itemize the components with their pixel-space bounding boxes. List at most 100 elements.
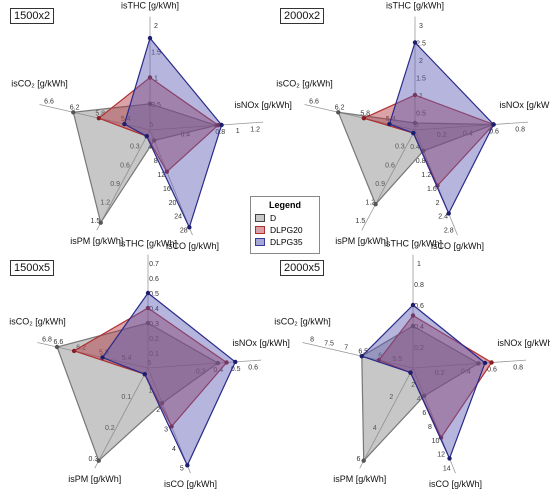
2000x2-series-d-polygon: [337, 111, 494, 206]
1500x2-tick-thc-3: 2: [154, 23, 158, 30]
1500x2-tick-pm-4: 1.5: [91, 218, 101, 225]
2000x2-tick-co-3: 1.6: [427, 186, 437, 193]
1500x5-tick-nox-3: 0.6: [248, 365, 258, 372]
1500x2-tick-thc-1: 1: [154, 76, 158, 83]
1500x5-tick-nox-2: 0.5: [231, 366, 241, 373]
2000x2-tick-pm-4: 1.5: [356, 218, 366, 225]
2000x5-series-d-point-co: [422, 393, 427, 399]
2000x5-axis-label-thc: isTHC [g/kWh]: [384, 239, 442, 249]
2000x2-tick-pm-3: 1.2: [365, 199, 375, 206]
2000x5-tick-thc-1: 0.4: [414, 324, 424, 331]
1500x2-series-d-point-pm: [98, 220, 103, 225]
2000x5-series-dlpg35-point-co: [447, 456, 452, 461]
1500x2-tick-co2-2: 5.8: [95, 110, 105, 117]
2000x5-tick-thc-2: 0.6: [414, 303, 424, 310]
2000x2-series-dlpg35-point-co: [446, 211, 451, 216]
1500x5-tick-co2-3: 6.2: [76, 344, 86, 351]
2000x2-axis-nox: [414, 121, 529, 131]
1500x2-series-dlpg35-point-co2: [122, 121, 127, 127]
1500x5-tick-co2-4: 6.6: [54, 339, 64, 346]
panel-title-1500x2: 1500x2: [10, 8, 55, 24]
1500x5-series-d-point-co: [159, 400, 165, 406]
1500x2-series-d-point-thc: [147, 101, 153, 106]
2000x5-tick-pm-2: 6: [356, 456, 360, 463]
2000x2-tick-co-4: 2: [436, 200, 440, 207]
2000x5-series-d-point-nox: [476, 361, 481, 366]
1500x5-axis-pm: [94, 367, 149, 469]
2000x2-series-d-point-co2: [336, 110, 341, 115]
legend-item-dlpg20: DLPG20: [255, 225, 315, 235]
2000x5-series-dlpg35-polygon: [360, 304, 486, 460]
1500x5-tick-thc-1: 0.2: [149, 336, 159, 343]
1500x5-axis-label-co2: isCO₂ [g/kWh]: [9, 316, 66, 326]
1500x2-series-d-polygon: [72, 103, 219, 225]
legend-label-dlpg20: DLPG20: [270, 225, 303, 235]
2000x5-tick-thc-0: 0.2: [414, 345, 424, 352]
1500x5-series-d-polygon: [56, 322, 219, 462]
2000x2-tick-co-1: 0.8: [416, 158, 426, 165]
1500x5-tick-pm-2: 0.3: [89, 456, 99, 463]
2000x2-tick-nox-2: 0.6: [489, 128, 499, 135]
1500x5-tick-pm-1: 0.2: [105, 425, 115, 432]
1500x2-tick-co2-0: 5: [149, 122, 153, 129]
2000x2-tick-nox-0: 0.2: [437, 132, 447, 139]
2000x2-series-d-point-thc: [412, 120, 418, 126]
1500x2-tick-thc-2: 1.5: [151, 49, 161, 56]
1500x2-tick-co-6: 28: [180, 228, 188, 235]
1500x2-tick-co-1: 8: [154, 158, 158, 165]
1500x2-series-dlpg35-polygon: [123, 36, 223, 230]
2000x2-tick-thc-0: 0.5: [416, 111, 426, 118]
1500x2-tick-co-4: 20: [169, 200, 177, 207]
2000x5-axis-pm: [359, 367, 414, 469]
2000x2-tick-pm-2: 0.9: [375, 181, 385, 188]
1500x5-tick-thc-2: 0.3: [149, 321, 159, 328]
1500x2-axis-co2: [39, 104, 151, 131]
panel-title-1500x5: 1500x5: [10, 260, 55, 276]
2000x2-tick-co2-2: 5.8: [360, 110, 370, 117]
2000x2-tick-co-6: 2.8: [444, 228, 454, 235]
1500x2-tick-pm-1: 0.6: [120, 162, 130, 169]
1500x2-axis-pm: [96, 129, 151, 231]
legend-title: Legend: [268, 200, 301, 210]
2000x5-tick-co2-1: 6: [378, 352, 382, 359]
1500x2-series-dlpg35-point-pm: [144, 133, 149, 139]
legend-label-d: D: [270, 213, 277, 223]
2000x2-series-dlpg35-point-pm: [411, 130, 416, 136]
1500x5-series-d-point-pm: [96, 458, 101, 463]
1500x2-tick-co2-3: 6.2: [70, 104, 80, 111]
1500x5-series-dlpg35-point-co: [185, 463, 190, 468]
1500x2-series-dlpg20-point-nox: [215, 123, 221, 128]
2000x2-series-dlpg35-point-thc: [412, 40, 418, 45]
2000x2-axis-label-pm: isPM [g/kWh]: [335, 236, 388, 246]
2000x2-tick-thc-3: 2: [419, 58, 423, 65]
panel-title-2000x5: 2000x5: [280, 260, 325, 276]
2000x2-series-dlpg20-point-thc: [412, 92, 418, 98]
2000x2-tick-thc-2: 1.5: [416, 76, 426, 83]
2000x2-axis-label-nox: isNOx [g/kWh]: [499, 100, 550, 110]
2000x5-tick-nox-3: 0.8: [513, 365, 523, 372]
2000x5-axis-label-co2: isCO₂ [g/kWh]: [274, 316, 331, 326]
1500x2-series-d-point-co2: [71, 110, 76, 115]
1500x5-series-d-point-co2: [54, 344, 60, 350]
2000x5-tick-co2-2: 6.5: [358, 348, 368, 355]
2000x2-tick-co2-0: 5: [414, 122, 418, 129]
legend-swatch-d: [255, 214, 265, 222]
1500x2-axis-label-co2: isCO₂ [g/kWh]: [11, 78, 68, 88]
2000x2-series-dlpg35-point-co2: [387, 121, 392, 127]
1500x2-tick-pm-0: 0.3: [130, 144, 140, 151]
1500x2-tick-nox-3: 1.2: [250, 127, 260, 134]
1500x5-tick-co-0: 1: [148, 388, 152, 395]
2000x5-tick-co-2: 6: [422, 410, 426, 417]
1500x2-tick-co2-4: 6.6: [44, 99, 54, 106]
1500x5-series-dlpg35-point-co2: [100, 355, 105, 360]
2000x5-series-dlpg35-point-co2: [359, 353, 365, 359]
1500x2-axis-co: [149, 129, 193, 236]
2000x2-tick-co2-3: 6.2: [335, 104, 345, 111]
legend-item-dlpg35: DLPG35: [255, 237, 315, 247]
1500x5-tick-co2-2: 5.8: [99, 350, 109, 357]
1500x5-series-dlpg20-point-nox: [224, 360, 229, 365]
1500x5-tick-thc-0: 0.1: [149, 351, 159, 358]
2000x2-tick-thc-1: 1: [419, 93, 423, 100]
